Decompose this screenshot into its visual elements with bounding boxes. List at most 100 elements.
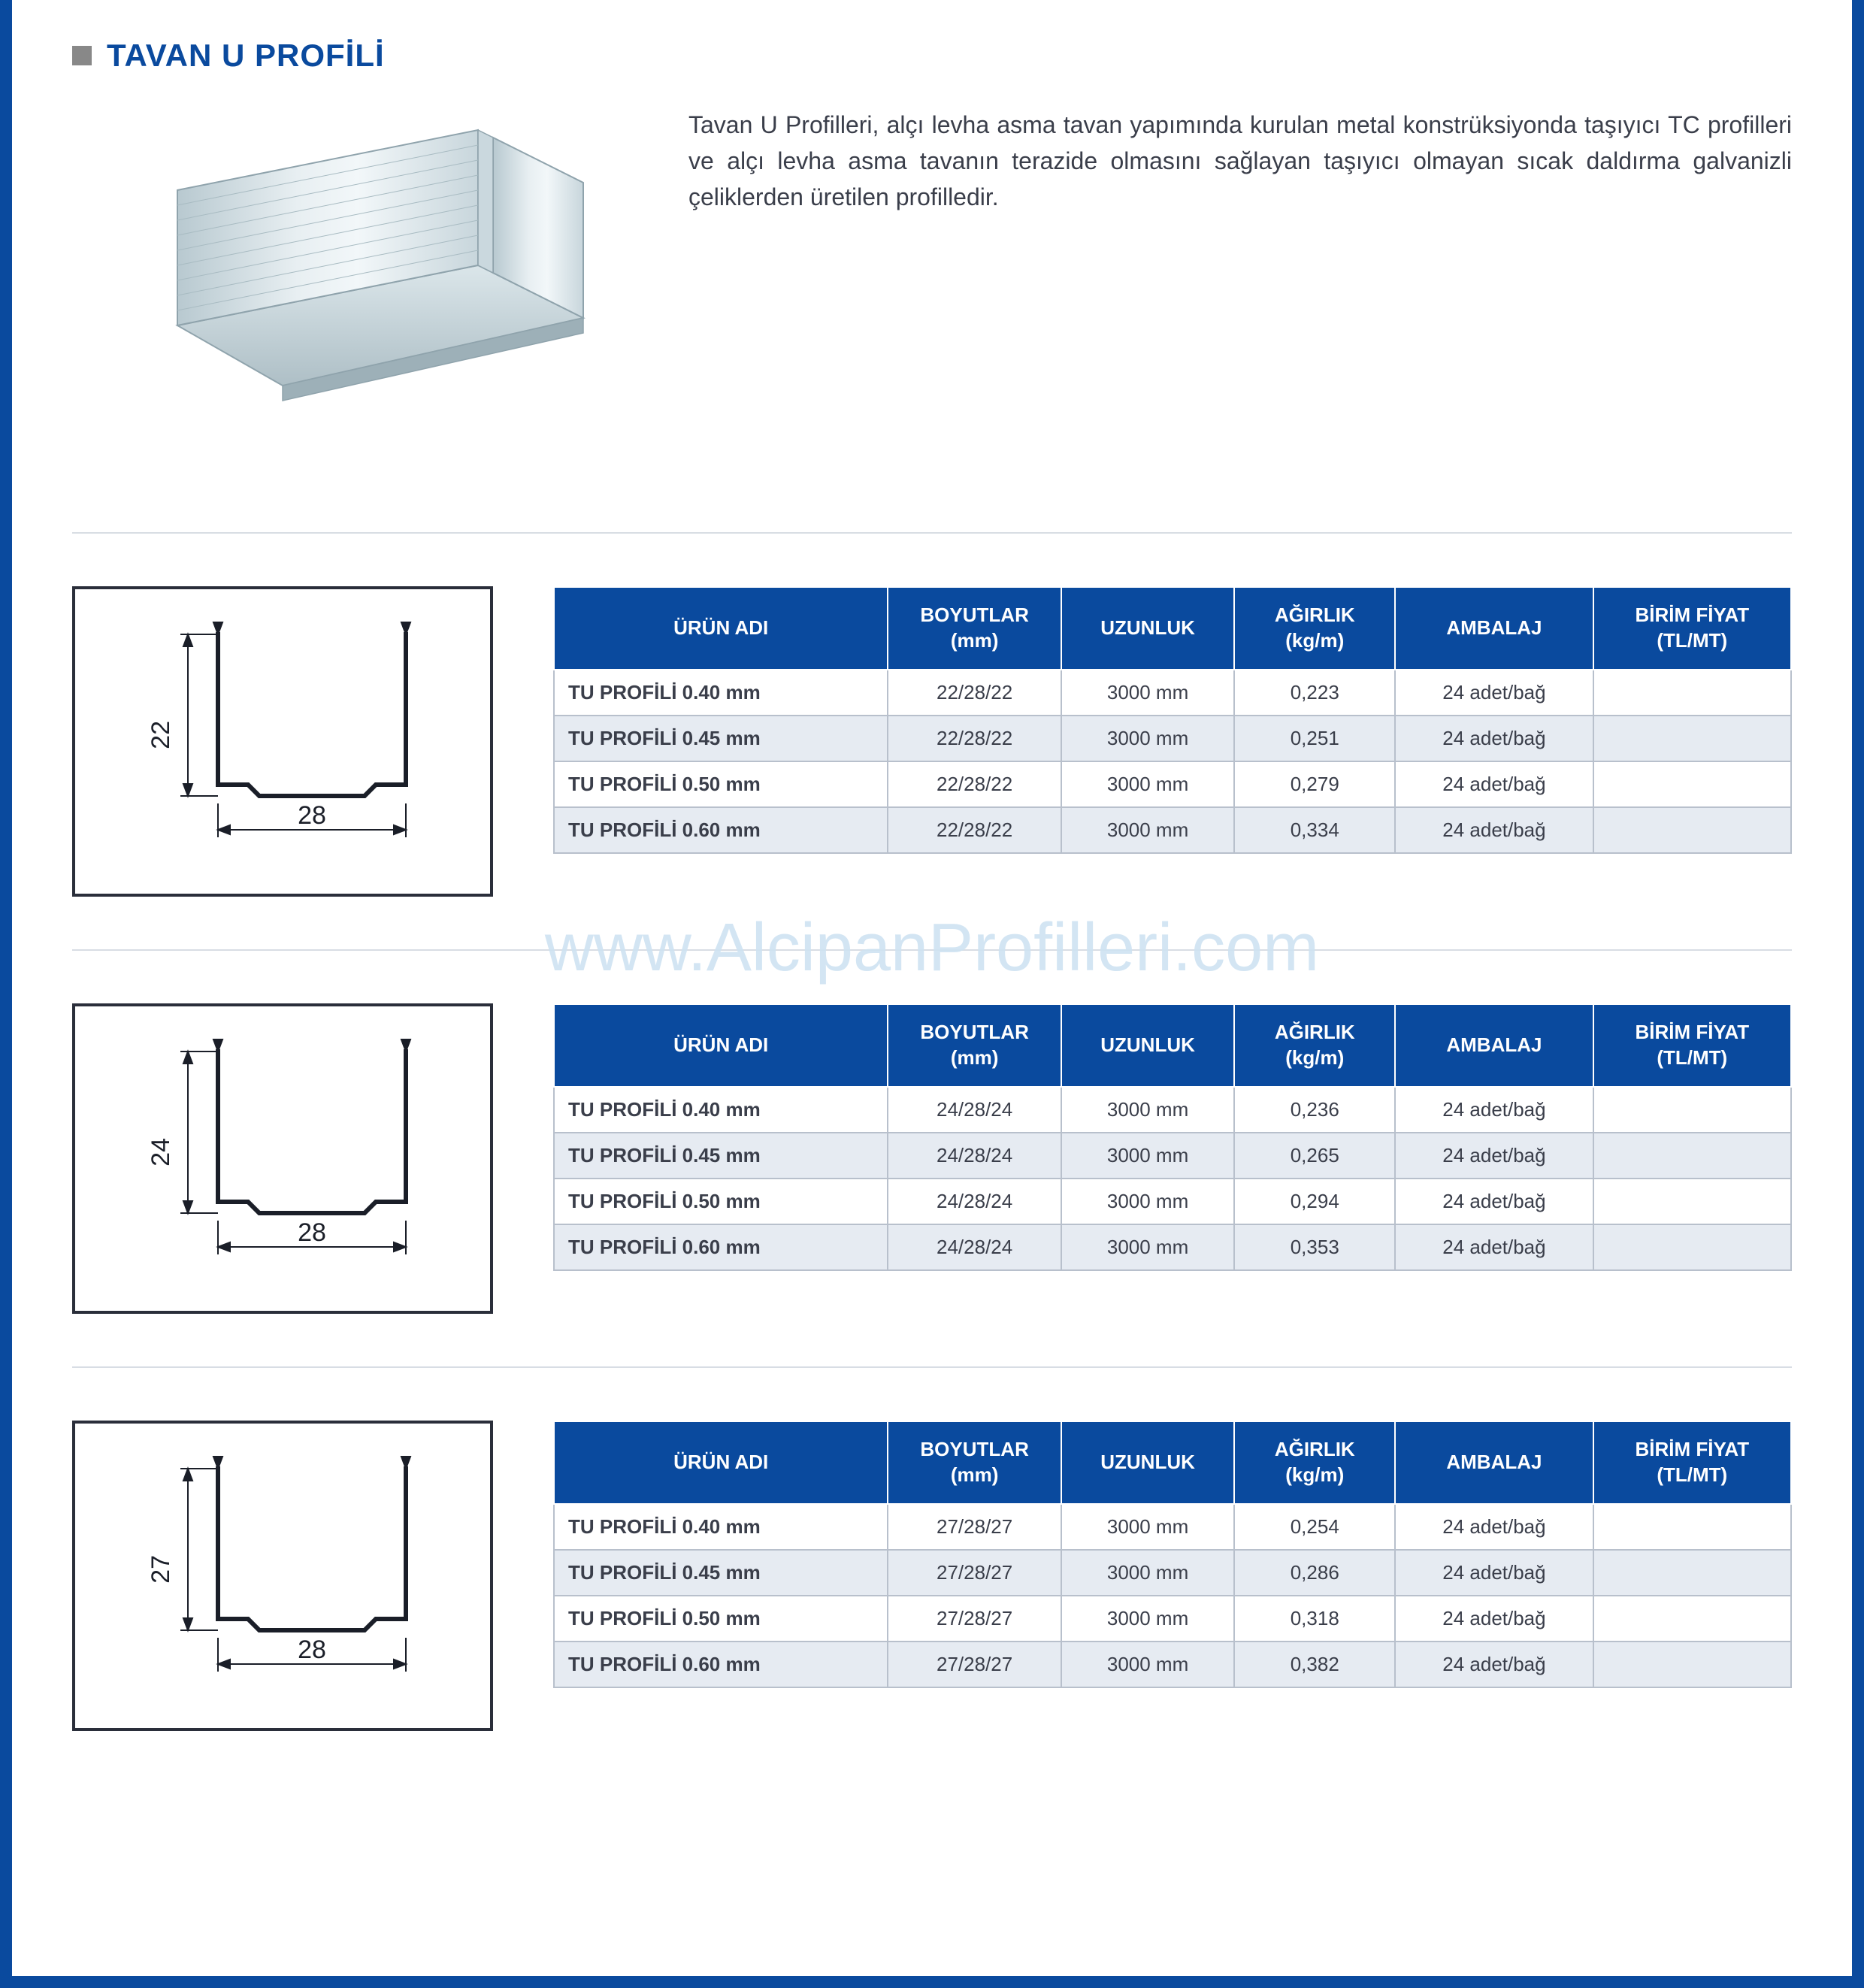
table-cell: 24/28/24 xyxy=(888,1179,1061,1224)
cross-section-diagram: 22 28 xyxy=(72,586,493,897)
table-cell: 3000 mm xyxy=(1061,716,1234,761)
table-cell: 3000 mm xyxy=(1061,1504,1234,1550)
spec-section: 24 28 ÜRÜN ADIBOYUTLAR(mm)UZUNLUKAĞIRLIK… xyxy=(72,949,1792,1366)
table-cell: 24/28/24 xyxy=(888,1224,1061,1270)
table-cell: 3000 mm xyxy=(1061,1596,1234,1642)
table-cell: 24 adet/bağ xyxy=(1395,1133,1593,1179)
spec-table: ÜRÜN ADIBOYUTLAR(mm)UZUNLUKAĞIRLIK(kg/m)… xyxy=(553,1421,1792,1688)
svg-text:24: 24 xyxy=(147,1138,175,1166)
table-cell xyxy=(1593,1133,1791,1179)
table-row: TU PROFİLİ 0.45 mm22/28/223000 mm0,25124… xyxy=(554,716,1791,761)
table-row: TU PROFİLİ 0.60 mm24/28/243000 mm0,35324… xyxy=(554,1224,1791,1270)
table-cell: 3000 mm xyxy=(1061,761,1234,807)
table-cell: 0,294 xyxy=(1234,1179,1395,1224)
col-header: AMBALAJ xyxy=(1395,587,1593,670)
table-row: TU PROFİLİ 0.50 mm27/28/273000 mm0,31824… xyxy=(554,1596,1791,1642)
table-cell: 22/28/22 xyxy=(888,670,1061,716)
table-cell: TU PROFİLİ 0.40 mm xyxy=(554,1087,888,1133)
table-row: TU PROFİLİ 0.40 mm22/28/223000 mm0,22324… xyxy=(554,670,1791,716)
table-cell xyxy=(1593,716,1791,761)
table-cell: TU PROFİLİ 0.45 mm xyxy=(554,1133,888,1179)
table-cell xyxy=(1593,1224,1791,1270)
bullet-icon xyxy=(72,46,92,65)
cross-section-diagram: 27 28 xyxy=(72,1421,493,1731)
col-header: AĞIRLIK(kg/m) xyxy=(1234,587,1395,670)
product-image xyxy=(72,104,643,442)
col-header: UZUNLUK xyxy=(1061,1421,1234,1504)
svg-text:28: 28 xyxy=(298,1635,326,1664)
table-row: TU PROFİLİ 0.60 mm22/28/223000 mm0,33424… xyxy=(554,807,1791,853)
col-header: ÜRÜN ADI xyxy=(554,1004,888,1087)
table-cell: 22/28/22 xyxy=(888,716,1061,761)
header: TAVAN U PROFİLİ xyxy=(72,38,1792,74)
table-cell: 27/28/27 xyxy=(888,1642,1061,1687)
col-header: BOYUTLAR(mm) xyxy=(888,1004,1061,1087)
table-cell xyxy=(1593,1087,1791,1133)
table-cell: 24 adet/bağ xyxy=(1395,1642,1593,1687)
table-cell: TU PROFİLİ 0.60 mm xyxy=(554,1642,888,1687)
spec-table: ÜRÜN ADIBOYUTLAR(mm)UZUNLUKAĞIRLIK(kg/m)… xyxy=(553,1003,1792,1271)
table-cell: 22/28/22 xyxy=(888,761,1061,807)
sections-container: 22 28 ÜRÜN ADIBOYUTLAR(mm)UZUNLUKAĞIRLIK… xyxy=(72,532,1792,1784)
table-row: TU PROFİLİ 0.50 mm22/28/223000 mm0,27924… xyxy=(554,761,1791,807)
table-cell: 3000 mm xyxy=(1061,1224,1234,1270)
table-cell: 0,318 xyxy=(1234,1596,1395,1642)
table-cell: TU PROFİLİ 0.45 mm xyxy=(554,1550,888,1596)
table-cell xyxy=(1593,1596,1791,1642)
col-header: BİRİM FİYAT(TL/MT) xyxy=(1593,1004,1791,1087)
table-cell: 0,334 xyxy=(1234,807,1395,853)
table-cell: 3000 mm xyxy=(1061,807,1234,853)
table-cell: 3000 mm xyxy=(1061,1179,1234,1224)
table-cell: 0,353 xyxy=(1234,1224,1395,1270)
spec-table: ÜRÜN ADIBOYUTLAR(mm)UZUNLUKAĞIRLIK(kg/m)… xyxy=(553,586,1792,854)
table-cell: 24 adet/bağ xyxy=(1395,1550,1593,1596)
col-header: UZUNLUK xyxy=(1061,1004,1234,1087)
table-cell: 0,223 xyxy=(1234,670,1395,716)
spec-section: 22 28 ÜRÜN ADIBOYUTLAR(mm)UZUNLUKAĞIRLIK… xyxy=(72,532,1792,949)
table-cell: 3000 mm xyxy=(1061,1087,1234,1133)
table-cell: 3000 mm xyxy=(1061,1133,1234,1179)
table-row: TU PROFİLİ 0.60 mm27/28/273000 mm0,38224… xyxy=(554,1642,1791,1687)
col-header: BİRİM FİYAT(TL/MT) xyxy=(1593,1421,1791,1504)
col-header: ÜRÜN ADI xyxy=(554,1421,888,1504)
table-cell: TU PROFİLİ 0.60 mm xyxy=(554,807,888,853)
table-cell xyxy=(1593,1179,1791,1224)
table-cell xyxy=(1593,807,1791,853)
table-row: TU PROFİLİ 0.40 mm24/28/243000 mm0,23624… xyxy=(554,1087,1791,1133)
page-title: TAVAN U PROFİLİ xyxy=(107,38,385,74)
table-cell: 0,279 xyxy=(1234,761,1395,807)
col-header: BOYUTLAR(mm) xyxy=(888,1421,1061,1504)
svg-text:22: 22 xyxy=(147,721,175,749)
table-cell: 3000 mm xyxy=(1061,1550,1234,1596)
spec-table-wrap: ÜRÜN ADIBOYUTLAR(mm)UZUNLUKAĞIRLIK(kg/m)… xyxy=(553,586,1792,854)
table-cell: 24/28/24 xyxy=(888,1133,1061,1179)
table-row: TU PROFİLİ 0.50 mm24/28/243000 mm0,29424… xyxy=(554,1179,1791,1224)
table-cell: 24 adet/bağ xyxy=(1395,1179,1593,1224)
table-cell: 24 adet/bağ xyxy=(1395,716,1593,761)
table-cell: 0,236 xyxy=(1234,1087,1395,1133)
table-cell: TU PROFİLİ 0.60 mm xyxy=(554,1224,888,1270)
col-header: UZUNLUK xyxy=(1061,587,1234,670)
page: TAVAN U PROFİLİ xyxy=(0,0,1864,1988)
table-cell: 24 adet/bağ xyxy=(1395,1087,1593,1133)
col-header: BOYUTLAR(mm) xyxy=(888,587,1061,670)
table-cell: TU PROFİLİ 0.50 mm xyxy=(554,761,888,807)
col-header: BİRİM FİYAT(TL/MT) xyxy=(1593,587,1791,670)
col-header: AĞIRLIK(kg/m) xyxy=(1234,1421,1395,1504)
table-cell: 3000 mm xyxy=(1061,1642,1234,1687)
spec-table-wrap: ÜRÜN ADIBOYUTLAR(mm)UZUNLUKAĞIRLIK(kg/m)… xyxy=(553,1003,1792,1271)
table-cell: 24/28/24 xyxy=(888,1087,1061,1133)
table-cell: 0,265 xyxy=(1234,1133,1395,1179)
table-cell: 24 adet/bağ xyxy=(1395,807,1593,853)
col-header: AMBALAJ xyxy=(1395,1004,1593,1087)
table-cell: 27/28/27 xyxy=(888,1596,1061,1642)
spec-section: 27 28 ÜRÜN ADIBOYUTLAR(mm)UZUNLUKAĞIRLIK… xyxy=(72,1366,1792,1784)
table-cell: TU PROFİLİ 0.50 mm xyxy=(554,1596,888,1642)
table-cell xyxy=(1593,670,1791,716)
col-header: ÜRÜN ADI xyxy=(554,587,888,670)
table-cell: TU PROFİLİ 0.45 mm xyxy=(554,716,888,761)
svg-text:28: 28 xyxy=(298,801,326,830)
svg-text:27: 27 xyxy=(147,1555,175,1584)
description: Tavan U Profilleri, alçı levha asma tava… xyxy=(688,104,1792,442)
table-cell: 0,251 xyxy=(1234,716,1395,761)
